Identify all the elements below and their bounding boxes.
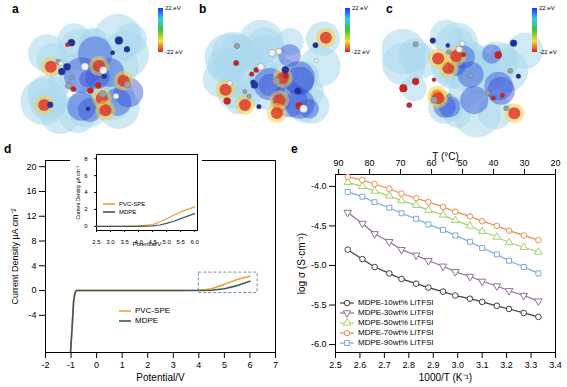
svg-text:5.0: 5.0 [162,239,171,245]
html-text:MDPE-70wt% LiTFSI: MDPE-70wt% LiTFSI [358,328,434,337]
svg-text:3.2: 3.2 [500,360,513,370]
svg-text:-22 eV: -22 eV [165,49,183,55]
svg-text:4: 4 [196,360,201,370]
svg-text:log σ (S·cm⁻¹): log σ (S·cm⁻¹) [296,233,307,294]
svg-text:2.5: 2.5 [329,360,342,370]
svg-text:6: 6 [84,173,88,179]
svg-text:3.4: 3.4 [549,360,562,370]
svg-text:2.7: 2.7 [378,360,391,370]
svg-text:2.6: 2.6 [354,360,367,370]
svg-text:50: 50 [458,158,468,168]
svg-text:20: 20 [550,158,560,168]
svg-text:5: 5 [222,360,227,370]
svg-text:8: 8 [84,156,88,162]
svg-text:T (°C): T (°C) [432,151,459,162]
svg-text:2.5: 2.5 [92,239,101,245]
svg-text:2.8: 2.8 [403,360,416,370]
svg-text:Current Density μA cm⁻²: Current Density μA cm⁻² [75,165,81,219]
svg-text:-4: -4 [28,310,36,320]
svg-text:2: 2 [84,206,88,212]
svg-text:4: 4 [84,189,88,195]
html-text:MDPE-30wt% LiTFSI: MDPE-30wt% LiTFSI [358,308,434,317]
svg-text:22 eV: 22 eV [352,5,368,11]
svg-text:22 eV: 22 eV [165,5,181,11]
svg-text:1: 1 [120,360,125,370]
svg-text:6.0: 6.0 [191,239,200,245]
html-text:d: d [4,142,12,156]
svg-text:8: 8 [31,236,36,246]
svg-text:1000/T (K⁻¹): 1000/T (K⁻¹) [419,372,472,383]
html-text:MDPE-90wt% LiTFSI: MDPE-90wt% LiTFSI [358,338,434,347]
svg-text:-5.5: -5.5 [311,300,327,310]
svg-text:3.1: 3.1 [476,360,489,370]
svg-text:-5.0: -5.0 [311,260,327,270]
svg-text:-6.0: -6.0 [311,339,327,349]
html-text:MDPE: MDPE [119,209,137,215]
svg-text:4: 4 [31,261,36,271]
html-text:MDPE-10wt% LiTFSI: MDPE-10wt% LiTFSI [358,298,434,307]
svg-text:30: 30 [520,158,530,168]
svg-text:12: 12 [26,211,36,221]
svg-text:7: 7 [273,360,278,370]
html-text:c: c [386,2,393,16]
svg-text:6: 6 [247,360,252,370]
svg-text:2.9: 2.9 [427,360,440,370]
html-text:MDPE: MDPE [135,316,159,325]
svg-text:3.5: 3.5 [120,239,129,245]
svg-text:3: 3 [171,360,176,370]
svg-text:60: 60 [426,157,437,168]
svg-text:3.3: 3.3 [525,360,538,370]
svg-text:70: 70 [396,158,406,168]
svg-text:-1: -1 [67,360,75,370]
svg-text:-4.5: -4.5 [311,221,327,231]
svg-text:3.0: 3.0 [451,360,464,370]
svg-text:-4.0: -4.0 [311,181,327,191]
svg-text:0: 0 [31,285,36,295]
html-text:a: a [12,2,19,16]
html-text:e: e [291,142,298,156]
svg-text:90: 90 [334,158,344,168]
svg-text:20: 20 [26,162,36,172]
svg-text:5.5: 5.5 [176,239,185,245]
svg-text:-2: -2 [41,360,49,370]
svg-text:80: 80 [365,158,375,168]
svg-text:0: 0 [94,360,99,370]
svg-text:-22 eV: -22 eV [352,49,370,55]
html-text:PVC-SPE: PVC-SPE [119,201,146,207]
svg-text:0: 0 [84,223,88,229]
html-text:PVC-SPE: PVC-SPE [135,306,171,315]
svg-text:-22 eV: -22 eV [539,49,557,55]
svg-text:16: 16 [26,186,36,196]
svg-text:3.0: 3.0 [106,239,115,245]
svg-text:Potential/V: Potential/V [132,241,161,247]
svg-text:Potential/V: Potential/V [136,372,185,383]
html-text:b: b [199,2,207,16]
svg-text:Current Density μA cm⁻²: Current Density μA cm⁻² [10,208,20,304]
html-text:MDPE-50wt% LiTFSI: MDPE-50wt% LiTFSI [358,318,434,327]
svg-text:40: 40 [489,158,499,168]
svg-text:2: 2 [145,360,150,370]
svg-text:22 eV: 22 eV [539,5,555,11]
